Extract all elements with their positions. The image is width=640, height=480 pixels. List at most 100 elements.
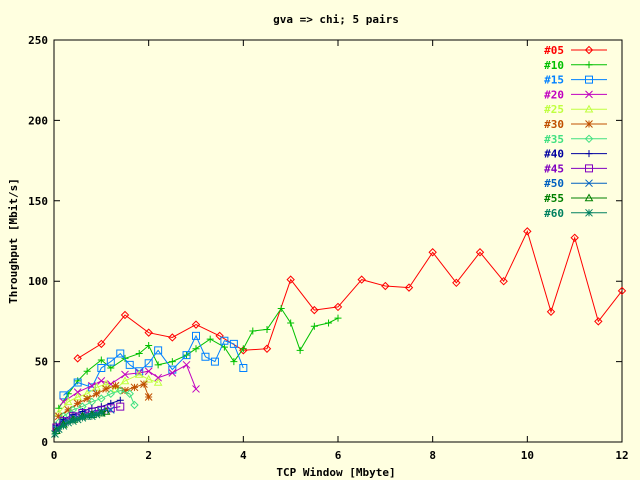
data-point (73, 415, 82, 424)
data-point (404, 283, 414, 292)
data-point (168, 358, 176, 366)
data-point (116, 396, 124, 404)
data-point (120, 376, 130, 385)
legend-label: #15 (544, 74, 564, 87)
legend-label: #05 (544, 44, 564, 57)
y-axis-label: Throughput [Mbit/s] (7, 178, 20, 304)
data-point (135, 350, 143, 358)
legend-marker (585, 179, 593, 188)
data-point (116, 402, 125, 411)
data-point (249, 327, 257, 335)
data-point (140, 380, 148, 388)
series-line (77, 230, 623, 359)
data-point (73, 378, 82, 387)
data-point (107, 364, 115, 372)
data-point (73, 392, 83, 401)
data-point (168, 369, 177, 377)
legend-marker (585, 208, 593, 217)
chart-title: gva => chi; 5 pairs (273, 13, 399, 26)
legend-label: #25 (544, 103, 564, 116)
data-point (64, 405, 73, 414)
legend-label: #20 (544, 88, 564, 101)
data-point (83, 367, 91, 375)
series-line (63, 364, 197, 403)
data-point (145, 342, 153, 350)
data-point (287, 319, 295, 327)
series-25 (54, 369, 163, 417)
series-10 (55, 305, 342, 412)
data-point (144, 374, 154, 383)
data-point (88, 412, 96, 421)
data-point (475, 248, 485, 257)
legend-marker (585, 61, 593, 69)
x-tick-label: 12 (615, 449, 628, 462)
data-point (121, 386, 129, 395)
data-point (357, 275, 366, 284)
data-point (277, 305, 285, 313)
data-point (97, 394, 106, 403)
legend-marker (585, 150, 593, 158)
legend-label: #10 (544, 59, 564, 72)
data-point (73, 399, 82, 408)
data-point (92, 389, 101, 398)
data-point (191, 320, 201, 329)
data-point (499, 276, 508, 286)
x-tick-label: 4 (240, 449, 247, 462)
data-point (286, 275, 295, 284)
data-point (594, 317, 603, 326)
series-05 (73, 227, 627, 363)
x-tick-label: 0 (51, 449, 58, 462)
data-point (239, 364, 248, 373)
series-20 (59, 360, 200, 406)
data-point (92, 382, 101, 391)
data-point (64, 418, 73, 427)
data-point (73, 388, 82, 397)
data-point (97, 409, 106, 417)
data-point (215, 331, 224, 341)
data-point (102, 385, 110, 393)
legend-label: #45 (544, 162, 564, 175)
data-point (230, 358, 238, 366)
data-point (51, 430, 59, 438)
data-point (78, 414, 87, 422)
data-point (121, 370, 129, 379)
data-point (106, 357, 115, 366)
data-point (101, 406, 111, 415)
data-point (116, 386, 125, 395)
data-point (546, 307, 556, 316)
legend-marker (584, 104, 594, 113)
data-point (97, 377, 106, 385)
y-tick-label: 150 (28, 195, 48, 208)
data-point (59, 422, 68, 430)
legend-marker (584, 134, 594, 144)
data-point (144, 367, 153, 376)
data-point (617, 286, 627, 296)
y-tick-label: 0 (41, 436, 48, 449)
x-tick-label: 6 (335, 449, 342, 462)
series-line (56, 399, 121, 427)
data-point (220, 343, 228, 351)
data-point (130, 400, 139, 410)
data-point (206, 335, 214, 343)
legend-marker (585, 90, 593, 99)
data-point (92, 410, 101, 419)
data-point (263, 325, 271, 333)
data-point (97, 356, 105, 364)
data-point (192, 385, 200, 393)
data-point (52, 423, 61, 432)
legend-label: #30 (544, 118, 564, 131)
data-point (570, 233, 579, 242)
legend-marker (584, 45, 594, 55)
x-tick-label: 2 (145, 449, 152, 462)
data-point (97, 364, 106, 373)
x-tick-label: 10 (521, 449, 534, 462)
data-point (116, 349, 125, 358)
data-point (168, 333, 177, 342)
x-axis-label: TCP Window [Mbyte] (276, 466, 395, 479)
data-point (134, 369, 144, 378)
legend-label: #35 (544, 133, 564, 146)
legend: #05 #10 #15#20 #25 #30 #35 #40#45 #50 #55 #60 (544, 44, 607, 220)
data-point (107, 399, 115, 407)
data-point (125, 389, 134, 398)
